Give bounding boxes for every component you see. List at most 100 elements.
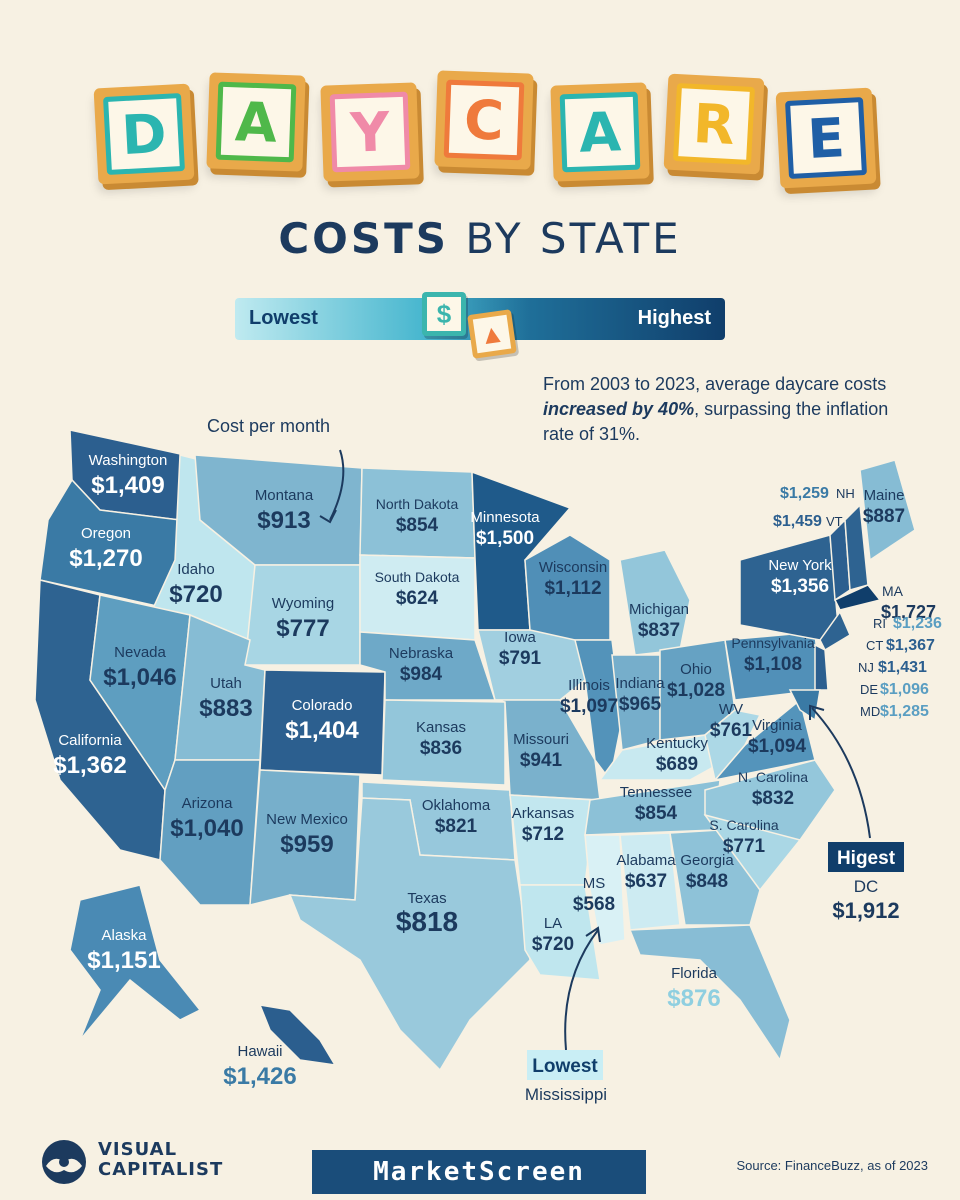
state-north-dakota (359, 467, 476, 559)
state-value-label: $832 (752, 788, 794, 809)
state-name-label: Michigan (629, 601, 689, 618)
state-value-label: $1,151 (87, 947, 160, 974)
state-name-label: Iowa (504, 629, 536, 646)
state-value-label: $837 (638, 620, 680, 641)
state-name-label: Georgia (680, 852, 734, 869)
lowest-tag: Lowest (532, 1056, 598, 1077)
lowest-place: Mississippi (525, 1085, 607, 1104)
state-value-label: $771 (723, 836, 766, 857)
state-kansas (381, 699, 506, 786)
ne-value: $1,259 (780, 485, 829, 502)
state-name-label: Florida (671, 965, 718, 982)
state-value-label: $791 (499, 648, 542, 669)
state-name-label: South Dakota (375, 569, 460, 585)
state-name-label: New York (768, 557, 832, 574)
dc-arrowhead (809, 704, 825, 720)
cost-arrowhead (319, 509, 337, 524)
state-value-label: $1,094 (748, 736, 807, 757)
state-value-label: $883 (199, 695, 252, 722)
state-name-label: Wyoming (272, 595, 334, 612)
state-value-label: $624 (396, 588, 439, 609)
state-name-label: Minnesota (470, 509, 540, 526)
state-value-label: $761 (710, 720, 753, 741)
state-name-label: Arizona (182, 795, 234, 812)
state-value-label: $1,112 (544, 578, 601, 599)
ne-value: $1,285 (880, 703, 929, 720)
ne-abbr: NJ (858, 660, 874, 675)
ne-value: $1,459 (773, 513, 822, 530)
highest-tag-bg (828, 842, 904, 872)
trend-note: From 2003 to 2023, average daycare costs… (543, 374, 889, 444)
ne-value: $1,096 (880, 681, 929, 698)
ne-abbr: MD (860, 704, 880, 719)
cost-arrow (329, 449, 345, 521)
ms-arrowhead (585, 926, 601, 943)
state-georgia (669, 829, 761, 926)
ne-abbr: MA (882, 583, 904, 599)
highest-place: DC (854, 877, 879, 896)
state-value-label: $959 (280, 831, 333, 858)
state-name-label: Utah (210, 675, 242, 692)
state-value-label: $941 (520, 750, 563, 771)
state-michigan (619, 549, 691, 656)
state-name-label: California (58, 732, 122, 749)
dc-arrow (811, 707, 871, 839)
state-n-carolina (704, 759, 836, 841)
state-hawaii (258, 1004, 337, 1066)
state-value-label: $689 (656, 754, 698, 775)
state-name-label: Alabama (616, 852, 676, 869)
state-name-label: North Dakota (376, 496, 459, 512)
state-name-label: MS (583, 875, 606, 892)
state-maine (859, 459, 916, 562)
state-value-label: $637 (625, 871, 667, 892)
state-value-label: $1,404 (285, 717, 359, 744)
ne-value: $1,367 (886, 637, 935, 654)
state-value-label: $821 (435, 816, 478, 837)
marketscreen-brand: MarketScreen (312, 1150, 646, 1194)
ms-arrow (564, 929, 599, 1051)
state-value-label: $568 (573, 894, 615, 915)
state-name-label: Idaho (177, 561, 215, 578)
legend-high-label: Highest (637, 307, 711, 329)
state-name-label: Nevada (114, 644, 166, 661)
state-name-label: S. Carolina (709, 817, 778, 833)
state-value-label: $818 (396, 906, 458, 937)
state-value-label: $887 (863, 506, 905, 527)
state-value-label: $1,046 (103, 664, 176, 691)
page-subtitle: COSTS BY STATE (278, 214, 682, 263)
state-name-label: Pennsylvania (731, 635, 814, 651)
state-name-label: Wisconsin (539, 559, 607, 576)
state-new-jersey (814, 643, 829, 691)
ne-abbr: RI (873, 616, 886, 631)
cost-per-month-label: Cost per month (207, 416, 331, 436)
state-name-label: Oklahoma (422, 797, 491, 814)
state-value-label: $854 (635, 803, 678, 824)
state-value-label: $1,028 (667, 680, 725, 701)
legend-low-label: Lowest (249, 307, 318, 329)
state-value-label: $1,426 (223, 1063, 296, 1090)
state-name-label: Indiana (615, 675, 665, 692)
source-note: Source: FinanceBuzz, as of 2023 (736, 1158, 928, 1173)
state-name-label: Maine (864, 487, 905, 504)
state-name-label: Nebraska (389, 645, 454, 662)
state-value-label: $854 (396, 515, 439, 536)
state-name-label: WV (719, 701, 743, 718)
visual-capitalist-logo: VISUAL CAPITALIST (36, 1136, 236, 1186)
logo-line2: CAPITALIST (98, 1159, 224, 1180)
state-name-label: Kentucky (646, 735, 708, 752)
ne-abbr: DE (860, 682, 878, 697)
highest-tag: Higest (837, 848, 896, 869)
state-value-label: $720 (169, 581, 222, 608)
state-maryland (788, 689, 821, 722)
ne-value: $1,431 (878, 659, 927, 676)
ne-abbr: VT (826, 514, 843, 529)
logo-line1: VISUAL (98, 1139, 178, 1160)
state-name-label: Kansas (416, 719, 466, 736)
state-name-label: Washington (89, 452, 168, 469)
state-name-label: Arkansas (512, 805, 575, 822)
state-name-label: Alaska (101, 927, 147, 944)
state-name-label: Hawaii (237, 1043, 282, 1060)
ne-value: $1,236 (893, 615, 942, 632)
state-value-label: $720 (532, 934, 574, 955)
state-alabama (619, 832, 681, 931)
